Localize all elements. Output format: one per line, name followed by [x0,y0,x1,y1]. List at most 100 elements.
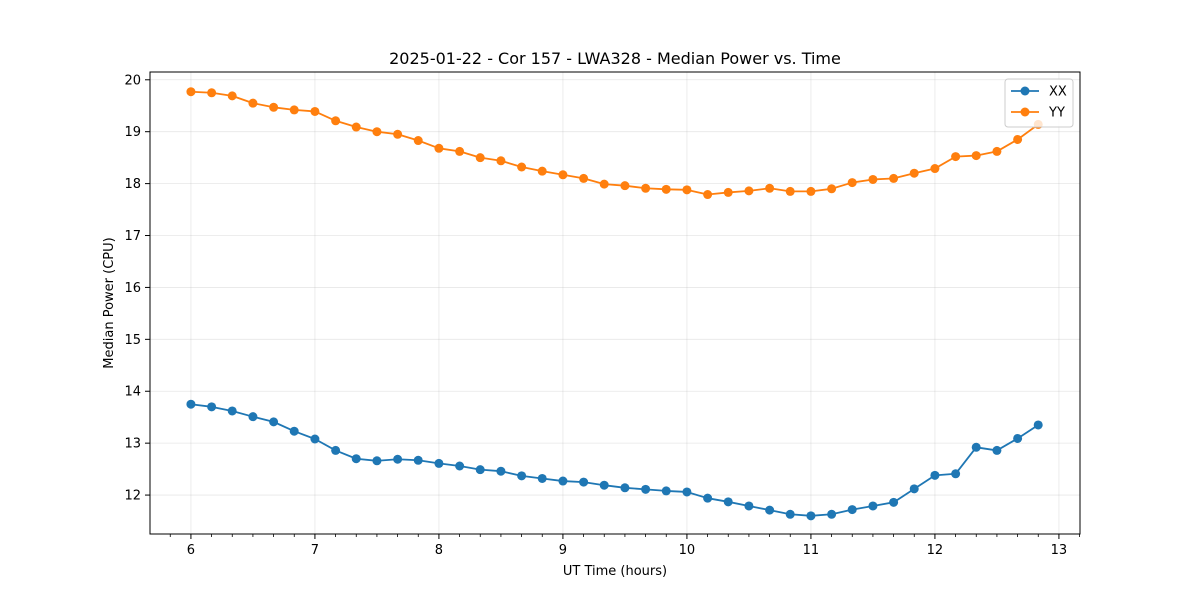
y-tick-label: 20 [124,73,141,88]
data-point-xx [1013,433,1023,443]
y-tick-label: 16 [124,281,141,296]
data-point-yy [765,183,775,193]
x-tick-label: 8 [435,543,443,558]
data-point-yy [661,184,671,194]
data-point-xx [889,497,899,507]
data-point-yy [227,91,237,101]
legend-label-yy: YY [1048,106,1065,121]
chart-title: 2025-01-22 - Cor 157 - LWA328 - Median P… [389,49,841,68]
data-point-xx [703,493,713,503]
data-point-yy [827,184,837,194]
x-tick-label: 13 [1051,543,1068,558]
data-point-xx [620,483,630,493]
data-point-xx [248,412,258,422]
data-point-xx [599,480,609,490]
data-point-yy [868,174,878,184]
y-tick-label: 12 [124,489,141,504]
data-point-yy [289,105,299,115]
series-layer [186,87,1043,521]
data-point-yy [785,186,795,196]
data-point-yy [1013,134,1023,144]
data-point-xx [186,399,196,409]
data-point-yy [930,164,940,174]
data-point-yy [496,156,506,166]
data-point-yy [703,190,713,200]
data-point-yy [351,122,361,132]
data-point-xx [847,505,857,515]
data-point-xx [413,455,423,465]
data-point-yy [620,181,630,191]
y-tick-label: 15 [124,333,141,348]
data-point-xx [1033,420,1043,430]
legend: XX YY [1004,78,1074,128]
data-point-yy [207,88,217,98]
data-point-xx [558,476,568,486]
data-point-xx [744,501,754,511]
data-point-yy [951,152,961,162]
x-axis-label: UT Time (hours) [563,564,667,579]
data-point-yy [517,162,527,172]
data-point-yy [806,186,816,196]
data-point-yy [475,153,485,163]
data-point-xx [930,470,940,480]
axes: 6 7 8 9 10 11 12 13 12 13 14 15 16 17 18 19 20 [124,73,1080,558]
data-point-yy [331,116,341,126]
data-point-xx [496,466,506,476]
data-point-yy [393,129,403,139]
data-point-xx [971,442,981,452]
data-point-yy [579,173,589,183]
data-point-xx [351,454,361,464]
data-point-yy [682,185,692,195]
data-point-xx [682,487,692,497]
y-tick-label: 18 [124,177,141,192]
data-point-yy [186,87,196,97]
data-point-yy [537,166,547,176]
data-point-xx [310,434,320,444]
data-point-xx [951,469,961,479]
data-point-xx [331,445,341,455]
data-point-xx [434,458,444,468]
data-point-xx [992,445,1002,455]
legend-marker-xx [1020,86,1030,96]
data-point-yy [889,173,899,183]
data-point-xx [269,417,279,427]
legend-marker-yy [1020,107,1030,117]
data-point-xx [661,486,671,496]
y-axis-label: Median Power (CPU) [102,237,117,368]
data-point-yy [310,106,320,116]
x-tick-label: 9 [559,543,567,558]
data-point-yy [744,186,754,196]
y-tick-label: 19 [124,125,141,140]
x-tick-label: 12 [927,543,944,558]
data-point-yy [434,143,444,153]
data-point-xx [227,406,237,416]
data-point-yy [909,168,919,178]
x-tick-label: 11 [803,543,820,558]
data-point-xx [475,465,485,475]
plot-frame [149,71,1081,535]
y-tick-label: 17 [124,229,141,244]
data-point-xx [868,501,878,511]
data-point-yy [599,179,609,189]
data-point-xx [372,456,382,466]
data-point-yy [992,146,1002,156]
data-point-xx [827,509,837,519]
data-point-yy [847,178,857,188]
data-point-xx [579,477,589,487]
data-point-xx [207,402,217,412]
x-tick-label: 6 [187,543,195,558]
data-point-xx [393,454,403,464]
data-point-xx [785,509,795,519]
x-tick-label: 7 [311,543,319,558]
data-point-xx [289,426,299,436]
data-point-yy [455,146,465,156]
data-point-xx [517,471,527,481]
data-point-yy [269,102,279,112]
data-point-yy [558,170,568,180]
data-point-xx [537,473,547,483]
x-tick-label: 10 [679,543,696,558]
data-point-yy [723,187,733,197]
data-point-xx [909,484,919,494]
